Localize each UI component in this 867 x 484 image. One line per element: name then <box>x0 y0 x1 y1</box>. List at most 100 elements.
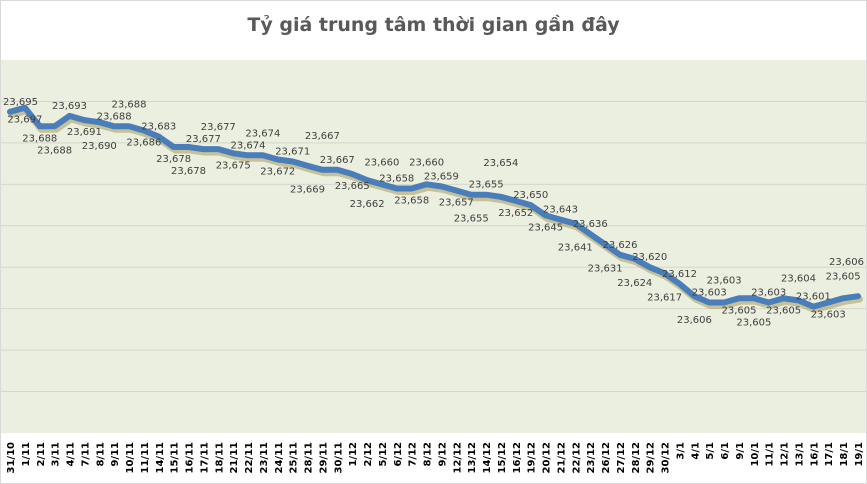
data-label: 23,690 <box>82 141 117 152</box>
x-tick-label: 1/11 <box>21 442 32 467</box>
data-label: 23,693 <box>52 101 87 112</box>
x-tick-label: 9/11 <box>110 442 121 467</box>
x-tick-label: 2/12 <box>363 442 374 467</box>
chart-title: Tỷ giá trung tâm thời gian gần đây <box>247 14 620 36</box>
data-label: 23,660 <box>364 157 399 168</box>
x-tick-label: 2/11 <box>36 442 47 467</box>
data-label: 23,658 <box>379 174 414 185</box>
x-tick-label: 26/12 <box>601 442 612 474</box>
x-tick-label: 8/12 <box>423 442 434 467</box>
data-label: 23,601 <box>796 292 831 303</box>
x-tick-label: 13/1 <box>794 442 805 467</box>
data-label: 23,605 <box>766 305 801 316</box>
data-label: 23,657 <box>439 198 474 209</box>
x-tick-label: 29/12 <box>646 442 657 474</box>
data-label: 23,605 <box>722 305 757 316</box>
data-label: 23,677 <box>201 122 236 133</box>
x-tick-label: 8/11 <box>95 442 106 467</box>
data-label: 23,606 <box>677 315 712 326</box>
x-tick-label: 24/11 <box>274 442 285 474</box>
data-label: 23,695 <box>3 97 38 108</box>
data-label: 23,605 <box>736 317 771 328</box>
x-tick-label: 4/1 <box>690 442 701 460</box>
x-tick-label: 19/12 <box>527 442 538 474</box>
x-tick-label: 3/11 <box>51 442 62 467</box>
x-tick-label: 28/12 <box>631 442 642 474</box>
x-tick-label: 21/11 <box>229 442 240 474</box>
x-tick-label: 3/1 <box>675 442 686 460</box>
data-label: 23,678 <box>156 154 191 165</box>
x-tick-label: 18/1 <box>839 442 850 467</box>
x-tick-label: 11/11 <box>140 442 151 474</box>
data-label: 23,617 <box>647 292 682 303</box>
data-label: 23,688 <box>22 133 57 144</box>
x-tick-label: 25/11 <box>289 442 300 474</box>
x-tick-label: 4/11 <box>66 442 77 467</box>
x-tick-label: 22/11 <box>244 442 255 474</box>
x-tick-label: 23/11 <box>259 442 270 474</box>
data-label: 23,631 <box>588 263 623 274</box>
x-tick-label: 17/1 <box>824 442 835 467</box>
x-tick-label: 28/11 <box>304 442 315 474</box>
x-tick-label: 5/1 <box>705 442 716 460</box>
series-line <box>7 104 861 310</box>
x-tick-label: 30/12 <box>661 442 672 474</box>
x-tick-label: 11/1 <box>765 442 776 467</box>
data-label: 23,697 <box>7 115 42 126</box>
x-tick-label: 6/1 <box>720 442 731 460</box>
x-tick-label: 1/12 <box>348 442 359 467</box>
x-tick-label: 15/11 <box>170 442 181 474</box>
data-label: 23,645 <box>528 222 563 233</box>
x-tick-label: 5/12 <box>378 442 389 467</box>
data-label: 23,654 <box>483 158 518 169</box>
data-label: 23,678 <box>171 166 206 177</box>
data-label: 23,643 <box>543 205 578 216</box>
data-label: 23,688 <box>37 145 72 156</box>
data-label: 23,688 <box>97 111 132 122</box>
data-label: 23,659 <box>424 171 459 182</box>
data-label: 23,669 <box>290 185 325 196</box>
data-label: 23,655 <box>469 180 504 191</box>
x-tick-label: 17/11 <box>199 442 210 474</box>
data-label: 23,677 <box>186 134 221 145</box>
x-tick-label: 10/1 <box>750 442 761 467</box>
plot-area <box>1 60 866 433</box>
data-label: 23,626 <box>603 240 638 251</box>
data-label: 23,620 <box>632 252 667 263</box>
x-tick-label: 10/11 <box>125 442 136 474</box>
x-tick-label: 16/1 <box>809 442 820 467</box>
data-label: 23,604 <box>781 273 816 284</box>
data-label: 23,606 <box>829 257 864 268</box>
x-tick-label: 22/12 <box>571 442 582 474</box>
x-tick-label: 7/12 <box>408 442 419 467</box>
data-label: 23,603 <box>707 276 742 287</box>
data-label: 23,662 <box>350 199 385 210</box>
x-tick-label: 13/12 <box>467 442 478 474</box>
x-tick-label: 14/11 <box>155 442 166 474</box>
x-tick-label: 12/12 <box>452 442 463 474</box>
data-label: 23,603 <box>692 288 727 299</box>
data-label: 23,665 <box>335 181 370 192</box>
x-tick-label: 16/11 <box>185 442 196 474</box>
data-label: 23,603 <box>751 288 786 299</box>
x-tick-label: 19/1 <box>854 442 865 467</box>
data-label: 23,688 <box>112 99 147 110</box>
x-tick-label: 18/11 <box>214 442 225 474</box>
data-label: 23,636 <box>573 219 608 230</box>
x-tick-label: 9/1 <box>735 442 746 460</box>
data-label: 23,675 <box>216 160 251 171</box>
x-tick-label: 31/10 <box>6 442 17 474</box>
data-label: 23,674 <box>231 140 266 151</box>
x-tick-label: 9/12 <box>437 442 448 467</box>
data-label: 23,652 <box>498 208 533 219</box>
x-tick-label: 15/12 <box>497 442 508 474</box>
data-label: 23,691 <box>67 127 102 138</box>
data-label: 23,605 <box>826 271 861 282</box>
data-label: 23,603 <box>811 310 846 321</box>
x-tick-label: 21/12 <box>556 442 567 474</box>
data-label: 23,683 <box>141 122 176 133</box>
data-label: 23,650 <box>513 190 548 201</box>
data-label: 23,658 <box>394 196 429 207</box>
data-label: 23,641 <box>558 243 593 254</box>
